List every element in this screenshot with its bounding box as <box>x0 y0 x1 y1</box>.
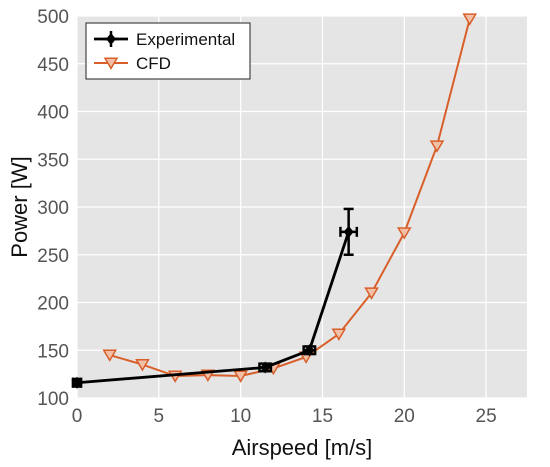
x-tick-label: 25 <box>476 406 497 427</box>
x-tick-label: 10 <box>230 406 251 427</box>
y-tick-label: 450 <box>37 55 69 76</box>
x-tick-label: 5 <box>154 406 165 427</box>
legend-label: CFD <box>136 54 171 73</box>
x-axis-label: Airspeed [m/s] <box>232 435 373 460</box>
y-axis-label: Power [W] <box>7 156 32 257</box>
x-axis-ticks: 0 5 10 15 20 25 <box>72 406 497 427</box>
series-layer <box>71 13 478 389</box>
experimental-point <box>72 376 82 389</box>
x-tick-label: 0 <box>72 406 83 427</box>
x-tick-label: 15 <box>312 406 333 427</box>
experimental-point <box>106 33 116 45</box>
cfd-point <box>331 328 347 341</box>
x-tick-label: 20 <box>394 406 415 427</box>
y-tick-label: 150 <box>37 341 69 362</box>
y-tick-label: 350 <box>37 150 69 171</box>
y-tick-label: 400 <box>37 103 69 124</box>
legend-label: Experimental <box>136 30 235 49</box>
legend-item: Experimental <box>94 30 235 49</box>
cfd-point <box>429 140 445 153</box>
cfd-point <box>396 227 412 240</box>
cfd-point <box>102 349 118 362</box>
legend-box <box>85 22 251 80</box>
experimental-line <box>76 231 350 385</box>
experimental-point <box>260 361 271 374</box>
experimental-point <box>304 344 315 357</box>
y-tick-label: 300 <box>37 198 69 219</box>
experimental-point <box>343 225 354 238</box>
cfd-point <box>233 370 248 383</box>
y-tick-label: 100 <box>37 389 69 410</box>
cfd-point <box>364 287 379 300</box>
y-tick-label: 500 <box>37 7 69 28</box>
y-tick-label: 250 <box>37 246 69 267</box>
cfd-point <box>135 359 150 372</box>
legend-item: CFD <box>94 54 171 73</box>
y-tick-label: 200 <box>37 294 69 315</box>
cfd-point <box>462 13 478 26</box>
y-axis-ticks: 100 150 200 250 300 350 400 450 500 <box>37 7 69 410</box>
legend: Experimental CFD <box>85 22 251 80</box>
cfd-point <box>103 57 119 70</box>
